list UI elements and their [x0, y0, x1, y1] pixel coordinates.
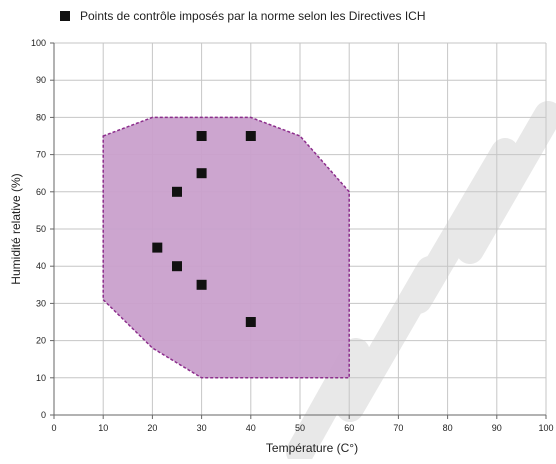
x-tick-label: 70	[393, 423, 403, 433]
x-tick-label: 20	[147, 423, 157, 433]
y-tick-label: 100	[31, 38, 46, 48]
y-tick-label: 20	[36, 336, 46, 346]
data-points	[152, 131, 256, 327]
x-tick-label: 80	[443, 423, 453, 433]
y-tick-label: 10	[36, 373, 46, 383]
data-point	[245, 317, 256, 327]
legend-label: Points de contrôle imposés par la norme …	[80, 9, 425, 23]
y-tick-label: 30	[36, 298, 46, 308]
x-tick-label: 0	[51, 423, 56, 433]
y-axis-title: Humidité relative (%)	[9, 173, 23, 284]
legend: Points de contrôle imposés par la norme …	[60, 9, 425, 23]
data-point	[245, 131, 256, 141]
x-tick-label: 30	[197, 423, 207, 433]
y-tick-label: 90	[36, 75, 46, 85]
stability-region	[102, 116, 350, 379]
x-tick-label: 100	[538, 423, 553, 433]
y-tick-label: 70	[36, 150, 46, 160]
y-tick-label: 50	[36, 224, 46, 234]
x-tick-label: 50	[295, 423, 305, 433]
axes	[50, 42, 547, 419]
x-tick-label: 10	[98, 423, 108, 433]
y-tick-label: 40	[36, 261, 46, 271]
legend-marker	[60, 11, 70, 21]
region-layer	[102, 116, 350, 379]
x-axis-title: Température (C°)	[266, 441, 358, 455]
y-tick-label: 60	[36, 187, 46, 197]
x-tick-label: 90	[492, 423, 502, 433]
data-point	[172, 186, 182, 197]
tick-labels: 0 10 20 30 40 50 60 70 80 90 100 0 10 20 30 40 50 60 70 80 9…	[31, 38, 554, 433]
y-tick-label: 0	[41, 410, 46, 420]
y-tick-label: 80	[36, 112, 46, 122]
watermark-band-3	[456, 101, 556, 264]
data-point	[196, 168, 207, 179]
watermark-band-2	[404, 138, 519, 314]
data-point	[196, 131, 207, 141]
data-point	[196, 279, 207, 290]
data-point	[152, 242, 163, 253]
x-tick-label: 40	[246, 423, 256, 433]
data-point	[172, 261, 182, 272]
x-tick-label: 60	[344, 423, 354, 433]
